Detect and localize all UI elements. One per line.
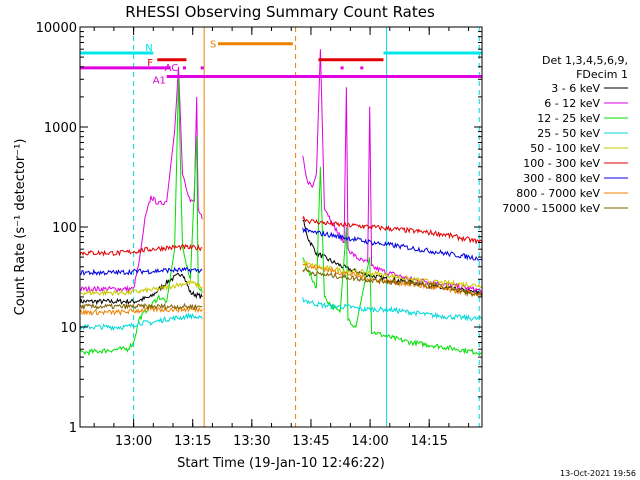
x-tick-label-1: 13:15 <box>174 434 211 449</box>
series-6-12keV <box>80 49 482 295</box>
flag-dot-0-2 <box>340 66 344 70</box>
series-line-0-seg-1 <box>302 219 482 295</box>
flag-label-f: F <box>147 58 153 69</box>
legend-title-line-1: FDecim 1 <box>576 68 628 81</box>
y-tick-label-1: 10 <box>60 321 77 336</box>
legend-label-1: 6 - 12 keV <box>544 97 600 110</box>
series-line-6-seg-1 <box>302 227 482 261</box>
flag-label-s: S <box>210 40 216 51</box>
series-line-3-seg-1 <box>302 297 482 322</box>
flag-dot-0-1 <box>200 66 204 70</box>
x-axis-label: Start Time (19-Jan-10 12:46:22) <box>177 456 385 471</box>
y-tick-label-2: 100 <box>52 221 77 236</box>
series-100-300keV <box>80 215 482 257</box>
legend-label-6: 300 - 800 keV <box>523 172 600 185</box>
y-tick-label-3: 1000 <box>44 121 77 136</box>
series-line-5-seg-0 <box>80 243 203 257</box>
legend-label-2: 12 - 25 keV <box>537 112 600 125</box>
legend-title-line-0: Det 1,3,4,5,6,9, <box>542 54 628 67</box>
x-tick-label-3: 13:45 <box>292 434 329 449</box>
legend-label-4: 50 - 100 keV <box>530 142 600 155</box>
flag-label-ac: AC <box>165 63 179 74</box>
series-line-3-seg-0 <box>80 312 203 331</box>
series-50-100keV <box>80 260 482 297</box>
series-line-4-seg-0 <box>80 278 203 297</box>
series-line-8-seg-1 <box>302 266 482 298</box>
series-line-7-seg-0 <box>80 305 203 317</box>
flag-label-n: N <box>145 43 152 54</box>
legend-label-3: 25 - 50 keV <box>537 127 600 140</box>
plot-frame <box>79 26 483 428</box>
legend-label-5: 100 - 300 keV <box>523 157 600 170</box>
series-line-1-seg-0 <box>80 66 203 294</box>
flag-dot-0-0 <box>182 66 186 70</box>
series-line-6-seg-0 <box>80 266 203 277</box>
legend-label-8: 7000 - 15000 keV <box>502 202 600 215</box>
series-line-2-seg-1 <box>302 166 482 356</box>
x-tick-label-0: 13:00 <box>115 434 152 449</box>
series-line-7-seg-1 <box>302 263 482 298</box>
legend: Det 1,3,4,5,6,9,FDecim 13 - 6 keV 6 - 12 … <box>502 54 628 215</box>
chart-title: RHESSI Observing Summary Count Rates <box>125 3 435 21</box>
y-tick-label-0: 1 <box>69 421 77 436</box>
x-tick-label-5: 14:15 <box>410 434 447 449</box>
series-300-800keV <box>80 227 482 277</box>
y-axis-label: Count Rate (s⁻¹ detector⁻¹) <box>13 139 28 316</box>
x-tick-label-2: 13:30 <box>233 434 270 449</box>
plot-area <box>80 27 482 427</box>
series-7000-15000keV <box>80 266 482 311</box>
legend-label-7: 800 - 7000 keV <box>516 187 600 200</box>
series-line-2-seg-0 <box>80 79 203 356</box>
y-tick-label-4: 10000 <box>36 21 77 36</box>
series-line-5-seg-1 <box>302 215 482 244</box>
flag-dot-0-3 <box>360 66 364 70</box>
series-800-7000keV <box>80 263 482 317</box>
legend-label-0: 3 - 6 keV <box>551 82 600 95</box>
footer-date: 13-Oct-2021 19:56 <box>560 469 636 478</box>
series-line-8-seg-0 <box>80 302 203 311</box>
flag-label-a1: A1 <box>153 75 166 86</box>
series-25-50keV <box>80 297 482 331</box>
series-line-0-seg-0 <box>80 273 203 306</box>
x-tick-label-4: 14:00 <box>351 434 388 449</box>
